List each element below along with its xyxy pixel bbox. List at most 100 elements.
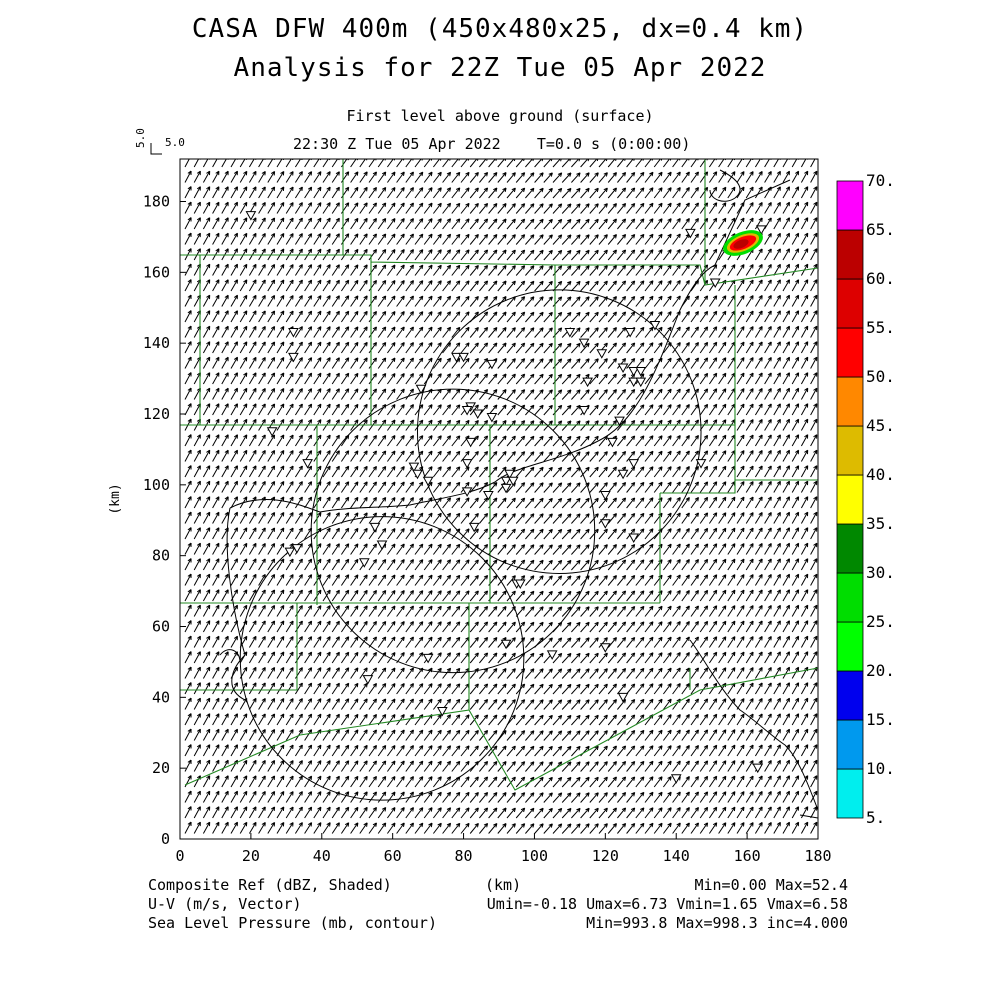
radar-site [578, 338, 590, 349]
radar-site [288, 328, 299, 338]
colorbar-label: 5. [866, 808, 885, 827]
footer-left-3: Sea Level Pressure (mb, contour) [148, 914, 437, 932]
radar-site [422, 653, 434, 664]
colorbar-swatch [836, 572, 864, 623]
range-ring [416, 289, 702, 574]
radar-site [564, 328, 576, 338]
x-axis-label: (km) [485, 876, 522, 894]
footer-left-1: Composite Ref (dBZ, Shaded) [148, 876, 392, 894]
radar-site [607, 437, 618, 448]
x-tick-label: 0 [175, 847, 184, 865]
x-tick-label: 60 [384, 847, 402, 865]
colorbar-swatch [836, 180, 864, 231]
chart-title-line1: CASA DFW 400m (450x480x25, dx=0.4 km) [191, 14, 809, 44]
y-axis-label: (km) [108, 483, 123, 514]
wind-vector-field [184, 159, 818, 834]
radar-site [628, 377, 640, 388]
radar-site [284, 547, 296, 558]
wind-vectors [184, 159, 818, 834]
colorbar-swatch [836, 670, 864, 721]
radar-site [685, 228, 696, 239]
radar-site [504, 469, 515, 480]
radar-site [628, 459, 640, 469]
footer-right-2: Umin=-0.18 Umax=6.73 Vmin=1.65 Vmax=6.58 [486, 895, 848, 913]
pressure-contours [219, 169, 818, 819]
colorbar-label: 40. [866, 465, 895, 484]
radar-site [461, 405, 473, 416]
y-tick-label: 20 [152, 759, 170, 777]
radar-site [458, 352, 469, 363]
level-subtitle: First level above ground (surface) [346, 107, 654, 125]
colorbar-label: 20. [866, 661, 895, 680]
radar-site [362, 675, 374, 685]
colorbar-label: 70. [866, 171, 895, 190]
radar-site [755, 225, 767, 235]
radar-site [578, 405, 590, 416]
x-tick-label: 20 [242, 847, 260, 865]
radar-site [507, 476, 519, 487]
x-tick-label: 160 [734, 847, 761, 865]
colorbar-swatch [836, 621, 864, 672]
colorbar-swatch [836, 278, 864, 329]
colorbar-swatch [836, 376, 864, 427]
colorbar-label: 60. [866, 269, 895, 288]
x-tick-label: 180 [804, 847, 831, 865]
y-axis-ticks: 0 20 40 60 80 100 120 140 160 180 [143, 193, 186, 848]
radar-site [614, 416, 625, 427]
radar-site [628, 533, 640, 543]
x-tick-label: 140 [663, 847, 690, 865]
x-tick-label: 80 [455, 847, 473, 865]
colorbar-label: 50. [866, 367, 895, 386]
footer-right-3: Min=993.8 Max=998.3 inc=4.000 [586, 914, 848, 932]
range-ring [310, 388, 596, 674]
colorbar-swatch [836, 425, 864, 476]
radar-site [461, 487, 473, 497]
y-tick-label: 80 [152, 547, 170, 565]
radar-site [245, 211, 257, 221]
radar-site [486, 359, 498, 370]
y-tick-label: 160 [143, 263, 170, 281]
radar-site-markers [245, 211, 767, 784]
radar-site [376, 540, 388, 551]
colorbar-label: 30. [866, 563, 895, 582]
radar-site [670, 774, 682, 784]
radar-site [582, 377, 593, 388]
radar-site [436, 707, 448, 717]
radar-site [472, 409, 484, 420]
radar-site [635, 367, 647, 377]
radar-site [415, 384, 427, 395]
radar-site [408, 462, 420, 473]
y-tick-label: 180 [143, 193, 170, 211]
radar-site [709, 278, 721, 288]
footer-left-2: U-V (m/s, Vector) [148, 895, 302, 913]
radar-site [500, 639, 512, 650]
county-boundaries [180, 159, 818, 791]
colorbar-label: 10. [866, 759, 895, 778]
radar-site [500, 483, 512, 494]
colorbar: 5. 10. 15. 20. 25. 30. 35. 40. 45. 50. 55. 60. 65. 70… [836, 171, 895, 827]
radar-site [617, 363, 629, 373]
y-tick-label: 0 [161, 830, 170, 848]
radar-site [288, 352, 299, 363]
vector-reference: 5.0 5.0 [134, 128, 185, 155]
colorbar-swatch [836, 474, 864, 525]
plot-frame [179, 158, 819, 840]
radar-site [546, 650, 558, 660]
colorbar-label: 55. [866, 318, 895, 337]
colorbar-swatch [836, 768, 864, 819]
time-subtitle: 22:30 Z Tue 05 Apr 2022 T=0.0 s (0:00:00… [293, 135, 691, 153]
y-tick-label: 140 [143, 334, 170, 352]
radar-site [302, 459, 313, 469]
radar-site [599, 490, 611, 501]
colorbar-swatch [836, 719, 864, 770]
x-tick-label: 100 [521, 847, 548, 865]
radar-site [617, 469, 629, 480]
radar-site [291, 544, 303, 554]
radar-site [599, 643, 611, 653]
radar-site [628, 367, 640, 377]
x-tick-label: 40 [313, 847, 331, 865]
reflectivity-cell [723, 230, 763, 256]
vector-ref-label-vertical: 5.0 [134, 128, 147, 148]
x-axis-ticks: 0 20 40 60 80 100 120 140 160 180 [175, 833, 832, 865]
